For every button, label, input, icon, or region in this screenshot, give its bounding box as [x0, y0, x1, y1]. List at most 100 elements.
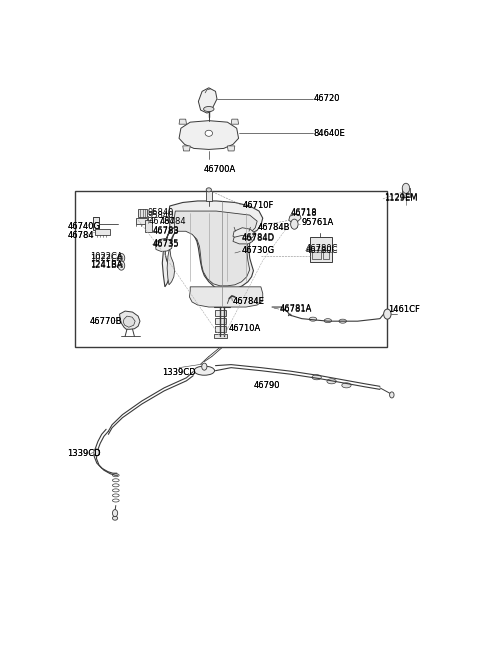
- Text: 46784B: 46784B: [257, 223, 289, 232]
- Text: 46780C: 46780C: [305, 246, 338, 255]
- Text: 46710A: 46710A: [228, 324, 260, 333]
- Text: 46720: 46720: [314, 94, 340, 104]
- Text: 1339CD: 1339CD: [162, 368, 196, 377]
- Polygon shape: [155, 238, 172, 251]
- Bar: [310, 237, 332, 262]
- Bar: [216, 326, 226, 333]
- Ellipse shape: [205, 131, 213, 136]
- Ellipse shape: [112, 516, 118, 520]
- Text: 46730G: 46730G: [241, 246, 274, 255]
- Text: 46784D: 46784D: [241, 234, 275, 243]
- Text: 46790: 46790: [253, 381, 280, 390]
- Text: 46781A: 46781A: [279, 304, 312, 314]
- Bar: [138, 209, 147, 217]
- Text: 46784D: 46784D: [241, 234, 274, 242]
- Text: 46700A: 46700A: [204, 165, 236, 174]
- Text: 1022CA: 1022CA: [90, 253, 122, 262]
- Text: 46784B: 46784B: [257, 223, 289, 232]
- Text: 46710F: 46710F: [242, 201, 274, 209]
- Text: 84640E: 84640E: [314, 129, 346, 138]
- Text: 1461CF: 1461CF: [388, 304, 420, 314]
- Circle shape: [118, 253, 125, 262]
- Circle shape: [290, 219, 298, 229]
- Text: 1241BA: 1241BA: [90, 261, 122, 270]
- Text: 46735: 46735: [152, 240, 179, 249]
- Polygon shape: [231, 119, 239, 124]
- Bar: [216, 318, 226, 324]
- Text: 1339CD: 1339CD: [67, 449, 101, 458]
- Text: 1339CD: 1339CD: [67, 449, 101, 458]
- Text: 46740G: 46740G: [67, 222, 100, 231]
- Polygon shape: [183, 146, 190, 151]
- Bar: [96, 229, 110, 236]
- Text: 46790: 46790: [253, 381, 280, 390]
- Circle shape: [390, 392, 394, 398]
- Text: 95840: 95840: [148, 208, 174, 217]
- Text: 84640E: 84640E: [314, 129, 346, 138]
- Text: 1339CD: 1339CD: [162, 368, 196, 377]
- Text: 46718: 46718: [290, 208, 317, 217]
- Ellipse shape: [204, 106, 214, 112]
- Bar: [206, 191, 212, 201]
- Text: 46770B: 46770B: [90, 317, 122, 325]
- Text: 1241BA: 1241BA: [90, 260, 122, 268]
- Bar: [145, 220, 152, 232]
- Text: 1022CA: 1022CA: [90, 252, 122, 261]
- Text: 46700A: 46700A: [204, 165, 236, 174]
- Bar: [75, 191, 386, 348]
- Circle shape: [120, 256, 123, 260]
- Text: 46770B: 46770B: [90, 317, 122, 325]
- Circle shape: [384, 309, 391, 319]
- Circle shape: [94, 449, 99, 456]
- Text: 46718: 46718: [290, 209, 317, 218]
- Polygon shape: [190, 287, 263, 307]
- Text: 46784: 46784: [67, 231, 94, 240]
- Polygon shape: [167, 211, 257, 286]
- Text: 1129EM: 1129EM: [384, 193, 417, 202]
- Polygon shape: [179, 119, 186, 124]
- Circle shape: [120, 264, 123, 268]
- Text: 46783: 46783: [152, 226, 179, 235]
- Circle shape: [402, 183, 410, 194]
- Polygon shape: [233, 228, 255, 239]
- Ellipse shape: [309, 317, 317, 321]
- Bar: [312, 250, 321, 259]
- Polygon shape: [289, 214, 301, 222]
- Bar: [215, 335, 227, 338]
- Text: 46784: 46784: [67, 231, 94, 240]
- Text: 46720: 46720: [314, 94, 340, 104]
- Ellipse shape: [342, 383, 351, 388]
- Polygon shape: [162, 201, 263, 291]
- Text: 46783: 46783: [152, 227, 179, 236]
- Ellipse shape: [312, 375, 321, 380]
- Text: 46784E: 46784E: [233, 297, 265, 306]
- Polygon shape: [233, 236, 252, 244]
- Text: 46735: 46735: [152, 239, 179, 248]
- Text: 46710A: 46710A: [228, 324, 260, 333]
- Text: 46784E: 46784E: [233, 297, 265, 306]
- Polygon shape: [123, 316, 135, 327]
- Ellipse shape: [327, 379, 336, 384]
- Bar: [135, 218, 147, 224]
- Ellipse shape: [324, 319, 332, 323]
- Circle shape: [112, 510, 118, 517]
- Text: 46740G: 46740G: [67, 222, 100, 231]
- Text: 95761A: 95761A: [301, 218, 333, 227]
- Ellipse shape: [194, 366, 215, 375]
- Text: 46780C: 46780C: [305, 244, 338, 253]
- Text: 95761A: 95761A: [301, 218, 333, 227]
- Text: 46710F: 46710F: [242, 201, 274, 209]
- Text: 46784: 46784: [159, 216, 186, 226]
- Polygon shape: [179, 121, 239, 150]
- Circle shape: [118, 261, 125, 270]
- Text: 1129EM: 1129EM: [384, 194, 417, 203]
- Text: 95840: 95840: [147, 211, 174, 220]
- Circle shape: [202, 363, 207, 370]
- Bar: [323, 250, 329, 259]
- Ellipse shape: [339, 319, 347, 323]
- Bar: [402, 188, 410, 197]
- Text: 46730G: 46730G: [241, 246, 274, 255]
- Text: 46784: 46784: [148, 216, 175, 226]
- Bar: [93, 217, 99, 230]
- Text: 46781A: 46781A: [279, 304, 312, 312]
